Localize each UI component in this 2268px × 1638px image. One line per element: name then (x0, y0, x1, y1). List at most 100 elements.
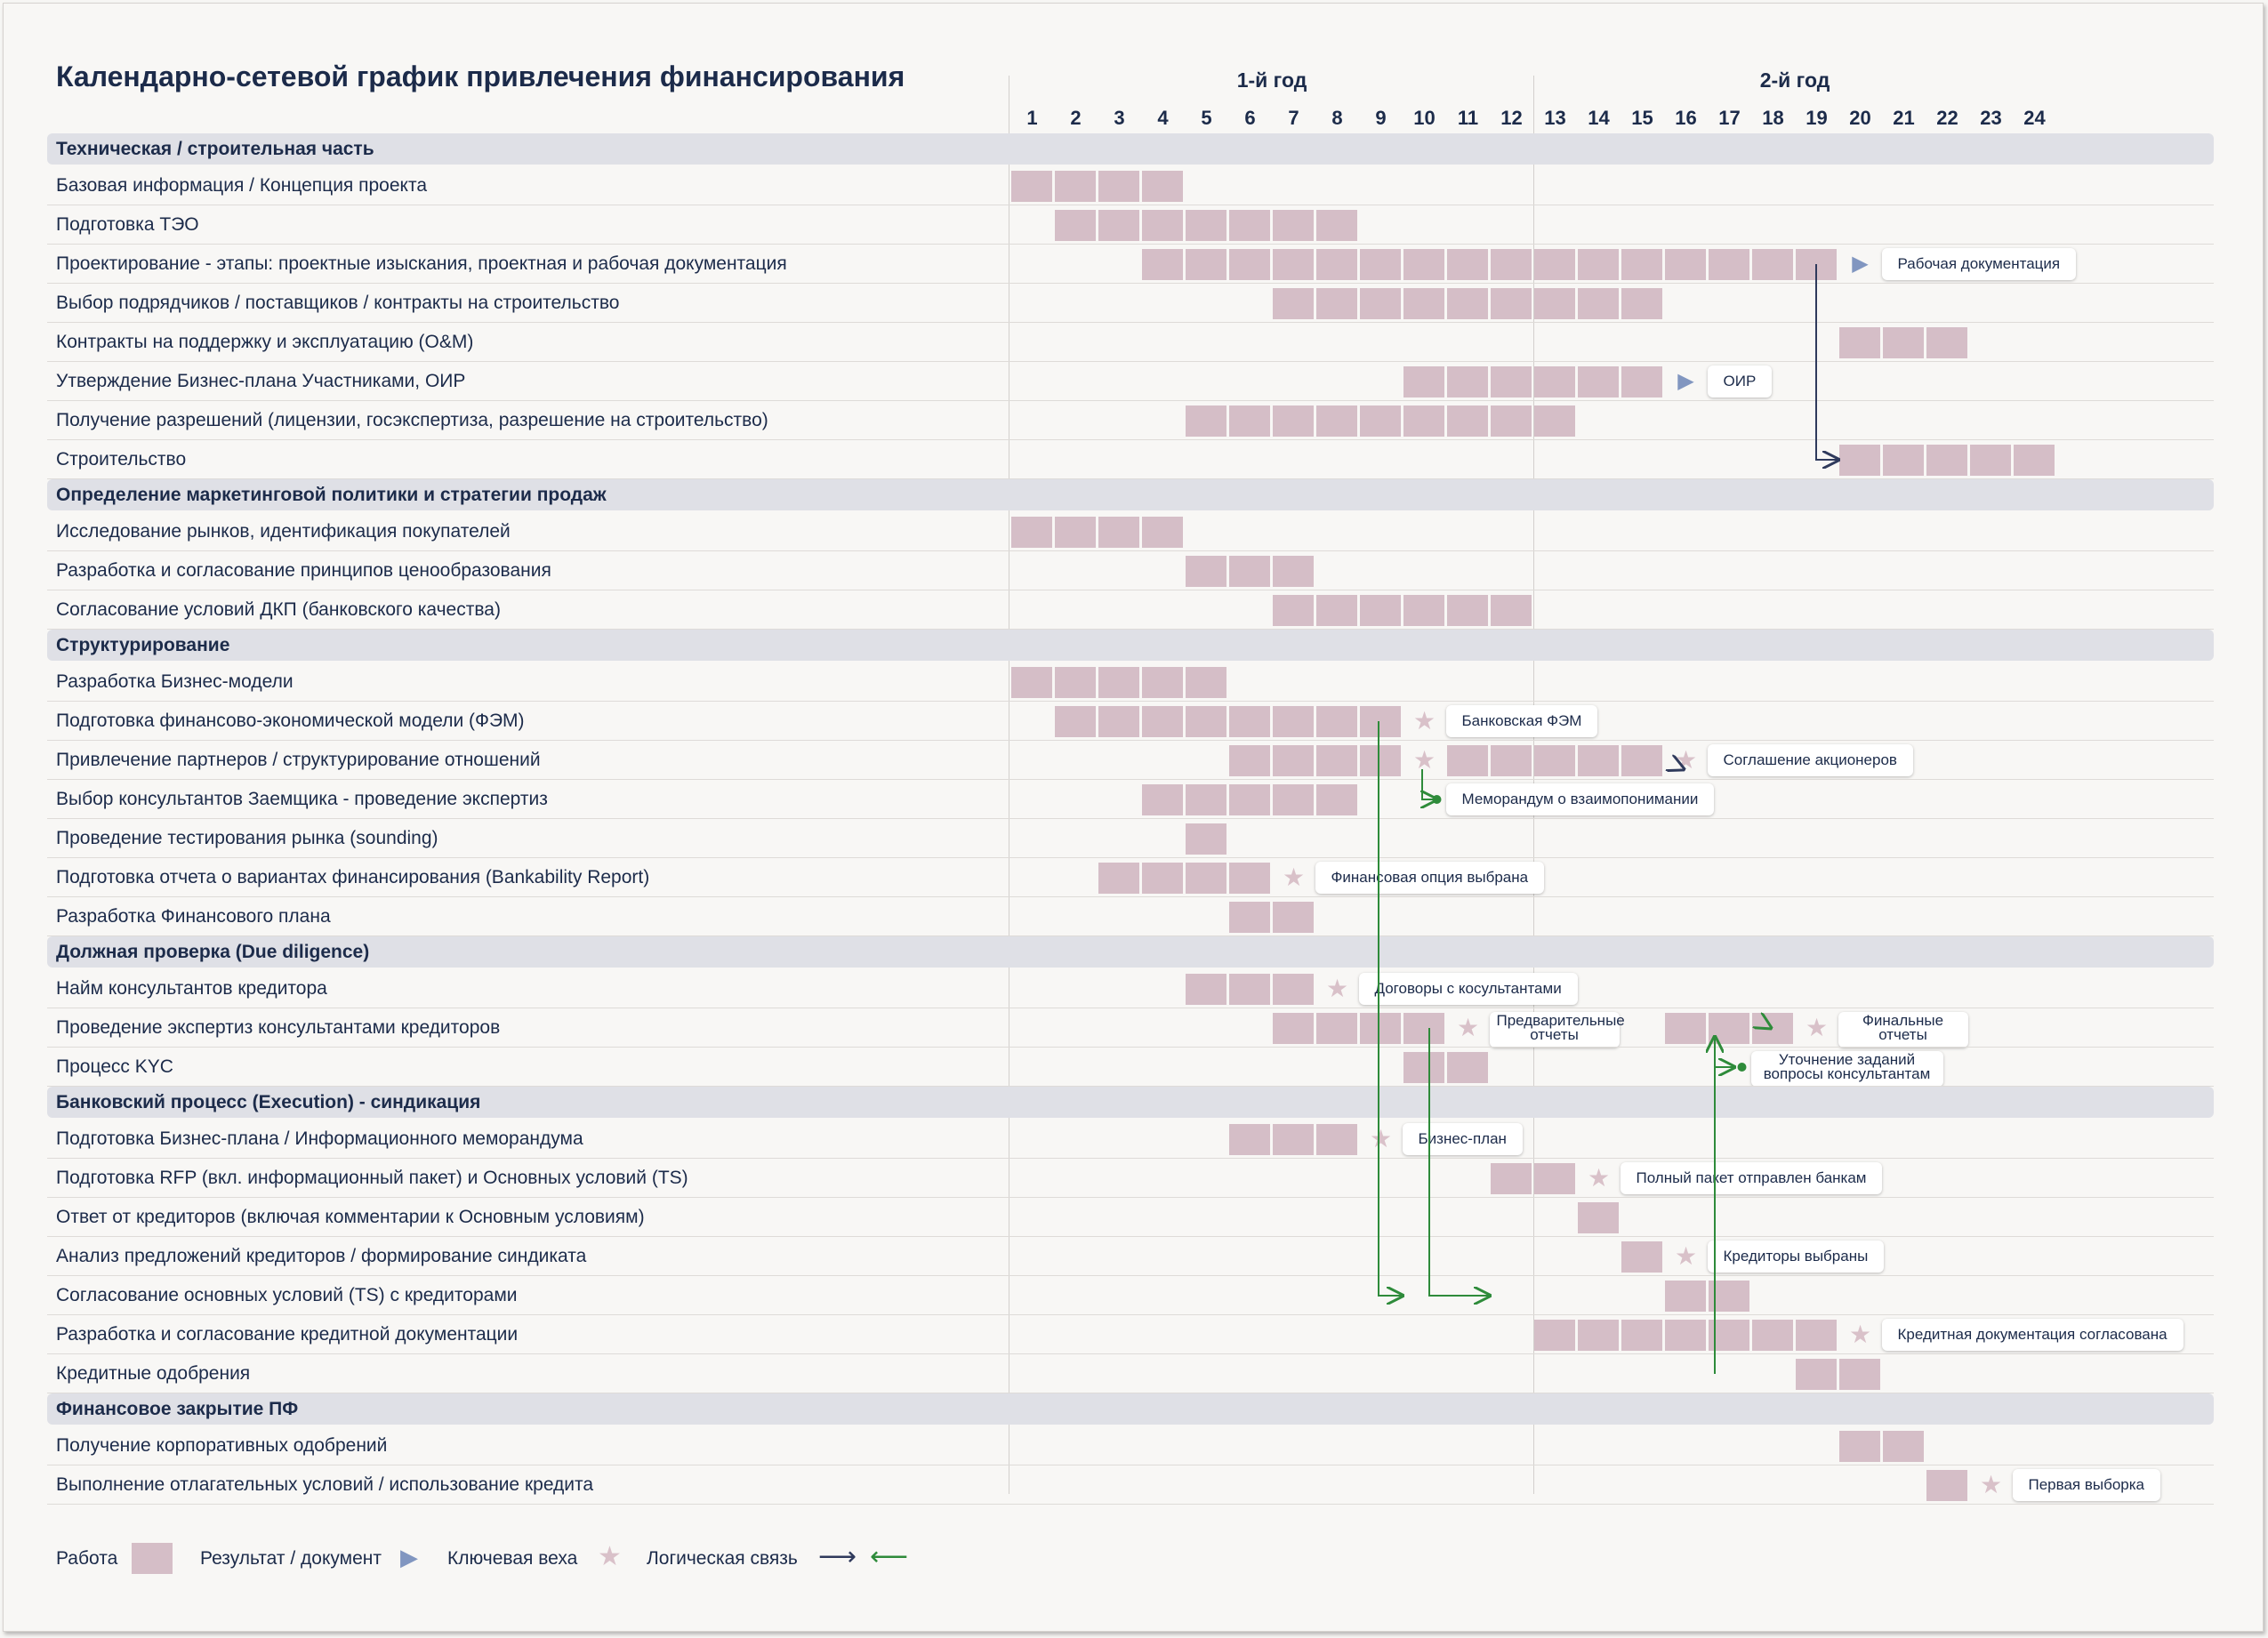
work-cell (1055, 210, 1096, 241)
row-divider (47, 1236, 2214, 1237)
work-cell (1926, 327, 1967, 358)
work-cell (1142, 706, 1183, 737)
work-cell (1534, 1163, 1575, 1194)
section-title: Должная проверка (Due diligence) (56, 942, 370, 962)
work-cell (1142, 249, 1183, 280)
work-cell (1447, 405, 1488, 437)
task-label: Выбор подрядчиков / поставщиков / контра… (56, 293, 620, 313)
work-cell (1403, 405, 1444, 437)
legend-milestone-icon: ★ (598, 1542, 622, 1571)
milestone-callout: Первая выборка (2012, 1469, 2161, 1501)
month-label: 5 (1201, 107, 1212, 129)
milestone-callout: Кредитная документация согласована (1881, 1319, 2184, 1351)
section-title: Определение маркетинговой политики и стр… (56, 485, 607, 505)
work-cell (1534, 249, 1575, 280)
work-cell (1142, 667, 1183, 698)
work-cell (1883, 445, 1924, 476)
work-cell (1665, 1013, 1706, 1044)
month-label: 15 (1631, 107, 1653, 129)
work-cell (1883, 327, 1924, 358)
month-label: 6 (1244, 107, 1256, 129)
row-divider (47, 1353, 2214, 1354)
task-label: Разработка Бизнес-модели (56, 671, 294, 692)
task-label: Получение разрешений (лицензии, госэкспе… (56, 410, 768, 430)
work-cell (1316, 784, 1357, 815)
work-cell (1273, 902, 1314, 933)
month-label: 9 (1375, 107, 1387, 129)
row-divider (47, 740, 2214, 741)
year-label: 2-й год (1759, 68, 1830, 92)
month-label: 13 (1544, 107, 1566, 129)
work-cell (1839, 1431, 1880, 1462)
milestone-star-icon: ★ (1979, 1471, 2003, 1498)
work-cell (1186, 210, 1226, 241)
milestone-callout: Кредиторы выбраны (1707, 1241, 1885, 1273)
work-cell (1273, 745, 1314, 776)
task-label: Строительство (56, 449, 187, 470)
work-cell (1316, 288, 1357, 319)
task-label: Анализ предложений кредиторов / формиров… (56, 1246, 587, 1266)
task-label: Выполнение отлагательных условий / испол… (56, 1474, 594, 1495)
year-label: 1-й год (1236, 68, 1307, 92)
milestone-callout: Полный пакет отправлен банкам (1620, 1162, 1883, 1194)
row-divider (47, 361, 2214, 362)
work-cell (1273, 210, 1314, 241)
work-cell (1186, 823, 1226, 855)
milestone-callout: Рабочая документация (1881, 248, 2077, 280)
work-cell (1316, 595, 1357, 626)
month-label: 11 (1457, 107, 1479, 129)
row-divider (47, 322, 2214, 323)
work-cell (1055, 667, 1096, 698)
work-cell (1229, 706, 1270, 737)
row-divider (47, 629, 2214, 630)
work-cell (1098, 171, 1139, 202)
section-title: Структурирование (56, 635, 230, 655)
work-cell (1142, 784, 1183, 815)
work-cell (1447, 1052, 1488, 1083)
work-cell (1273, 595, 1314, 626)
task-label: Проведение экспертиз консультантами кред… (56, 1017, 501, 1038)
legend-work-swatch (132, 1543, 173, 1574)
section-title: Финансовое закрытие ПФ (56, 1399, 299, 1419)
work-cell (1621, 745, 1662, 776)
work-cell (1796, 1359, 1837, 1390)
work-cell (1142, 517, 1183, 548)
month-label: 22 (1936, 107, 1958, 129)
work-cell (1360, 745, 1401, 776)
task-label: Согласование основных условий (TS) с кре… (56, 1285, 518, 1305)
work-cell (1273, 974, 1314, 1005)
work-cell (1098, 517, 1139, 548)
work-cell (1098, 706, 1139, 737)
work-cell (1273, 249, 1314, 280)
row-divider (47, 400, 2214, 401)
work-cell (1403, 1013, 1444, 1044)
milestone-star-icon: ★ (1412, 746, 1436, 774)
month-label: 24 (2023, 107, 2046, 129)
work-cell (1098, 667, 1139, 698)
work-cell (1491, 366, 1532, 397)
milestone-callout: Договоры с косультантами (1358, 973, 1578, 1005)
link-fem-to-rfp (1378, 721, 1403, 1296)
month-label: 3 (1114, 107, 1125, 129)
task-label: Подготовка отчета о вариантах финансиров… (56, 867, 650, 887)
work-cell (1186, 667, 1226, 698)
work-cell (1534, 745, 1575, 776)
milestone-callout: Банковская ФЭМ (1445, 705, 1598, 737)
row-divider (47, 244, 2214, 245)
row-divider (47, 1504, 2214, 1505)
work-cell (1360, 249, 1401, 280)
task-label: Базовая информация / Концепция проекта (56, 175, 428, 196)
work-cell (1491, 288, 1532, 319)
task-label: Ответ от кредиторов (включая комментарии… (56, 1207, 645, 1227)
milestone-star-icon: ★ (1805, 1014, 1829, 1041)
chart-title: Календарно-сетевой график привлечения фи… (56, 60, 905, 92)
link-design-to-construction (1815, 264, 1838, 460)
work-cell (1273, 1124, 1314, 1155)
work-cell (1316, 1013, 1357, 1044)
link-reports-to-rfp (1428, 1028, 1490, 1296)
work-cell (1229, 405, 1270, 437)
work-cell (1011, 517, 1052, 548)
work-cell (1186, 784, 1226, 815)
work-cell (1229, 745, 1270, 776)
